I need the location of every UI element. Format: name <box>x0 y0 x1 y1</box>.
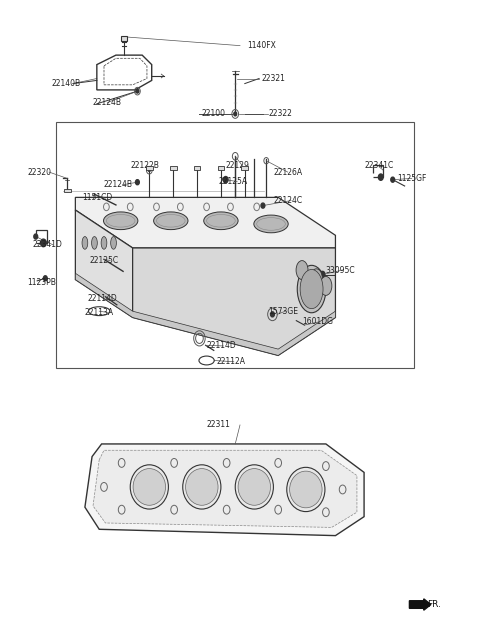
Ellipse shape <box>183 465 221 509</box>
Text: 22100: 22100 <box>202 109 226 118</box>
Circle shape <box>320 271 325 277</box>
Ellipse shape <box>254 215 288 233</box>
FancyArrow shape <box>409 599 431 610</box>
Ellipse shape <box>154 212 188 230</box>
Circle shape <box>135 180 139 185</box>
Text: 22114D: 22114D <box>87 294 117 303</box>
Text: 1601DG: 1601DG <box>302 318 333 326</box>
Text: 1140FX: 1140FX <box>247 41 276 50</box>
Text: 22125C: 22125C <box>90 256 119 265</box>
Text: 22129: 22129 <box>226 161 250 170</box>
Text: 22320: 22320 <box>28 168 52 177</box>
Ellipse shape <box>289 471 322 508</box>
Bar <box>241 166 248 170</box>
Text: 22126A: 22126A <box>274 168 302 177</box>
Ellipse shape <box>238 469 271 505</box>
Text: 22321: 22321 <box>262 74 285 83</box>
Circle shape <box>271 312 275 317</box>
Circle shape <box>34 234 37 239</box>
Ellipse shape <box>133 469 166 505</box>
Ellipse shape <box>130 465 168 509</box>
Text: 22124B: 22124B <box>104 180 133 189</box>
Bar <box>194 166 200 170</box>
Text: 22322: 22322 <box>269 109 292 118</box>
Circle shape <box>136 90 138 93</box>
Polygon shape <box>75 273 336 356</box>
Bar <box>217 166 224 170</box>
Text: 22341D: 22341D <box>33 240 62 250</box>
Text: 1573GE: 1573GE <box>269 307 299 316</box>
Ellipse shape <box>320 276 332 295</box>
Polygon shape <box>75 210 132 318</box>
Text: 22124C: 22124C <box>274 196 302 205</box>
Text: FR.: FR. <box>427 600 441 609</box>
Ellipse shape <box>101 237 107 249</box>
Text: 22114D: 22114D <box>206 342 236 351</box>
Ellipse shape <box>104 212 138 230</box>
Text: 22341C: 22341C <box>364 161 393 170</box>
Text: 1151CD: 1151CD <box>83 193 113 202</box>
Ellipse shape <box>186 469 218 505</box>
Ellipse shape <box>300 269 323 309</box>
Text: 33095C: 33095C <box>326 265 356 274</box>
Ellipse shape <box>296 260 308 279</box>
Circle shape <box>148 169 150 171</box>
Ellipse shape <box>311 269 323 288</box>
Text: 1125GF: 1125GF <box>397 174 427 183</box>
Ellipse shape <box>287 467 325 512</box>
Text: 22125A: 22125A <box>218 177 248 186</box>
Circle shape <box>40 239 46 246</box>
Ellipse shape <box>111 237 116 249</box>
Text: 22311: 22311 <box>206 420 230 429</box>
Polygon shape <box>85 444 364 535</box>
Text: 22140B: 22140B <box>51 79 81 88</box>
Ellipse shape <box>204 212 238 230</box>
Text: 22113A: 22113A <box>85 308 114 317</box>
Ellipse shape <box>82 237 88 249</box>
Bar <box>146 166 153 170</box>
Polygon shape <box>132 248 336 356</box>
Bar <box>170 166 177 170</box>
Bar <box>120 36 127 41</box>
Circle shape <box>136 90 139 93</box>
Ellipse shape <box>297 265 326 313</box>
Ellipse shape <box>235 465 274 509</box>
Polygon shape <box>93 450 357 528</box>
Bar <box>56 121 414 368</box>
Text: 22112A: 22112A <box>216 358 245 366</box>
Circle shape <box>391 177 395 182</box>
Text: 22124B: 22124B <box>92 98 121 107</box>
Text: 1123PB: 1123PB <box>28 278 57 287</box>
Circle shape <box>261 203 265 208</box>
Circle shape <box>234 112 237 116</box>
Circle shape <box>223 177 228 183</box>
Ellipse shape <box>92 237 97 249</box>
Polygon shape <box>75 197 336 248</box>
Text: 22122B: 22122B <box>130 161 159 170</box>
Circle shape <box>378 174 383 180</box>
Bar <box>64 189 71 192</box>
Circle shape <box>43 276 47 281</box>
